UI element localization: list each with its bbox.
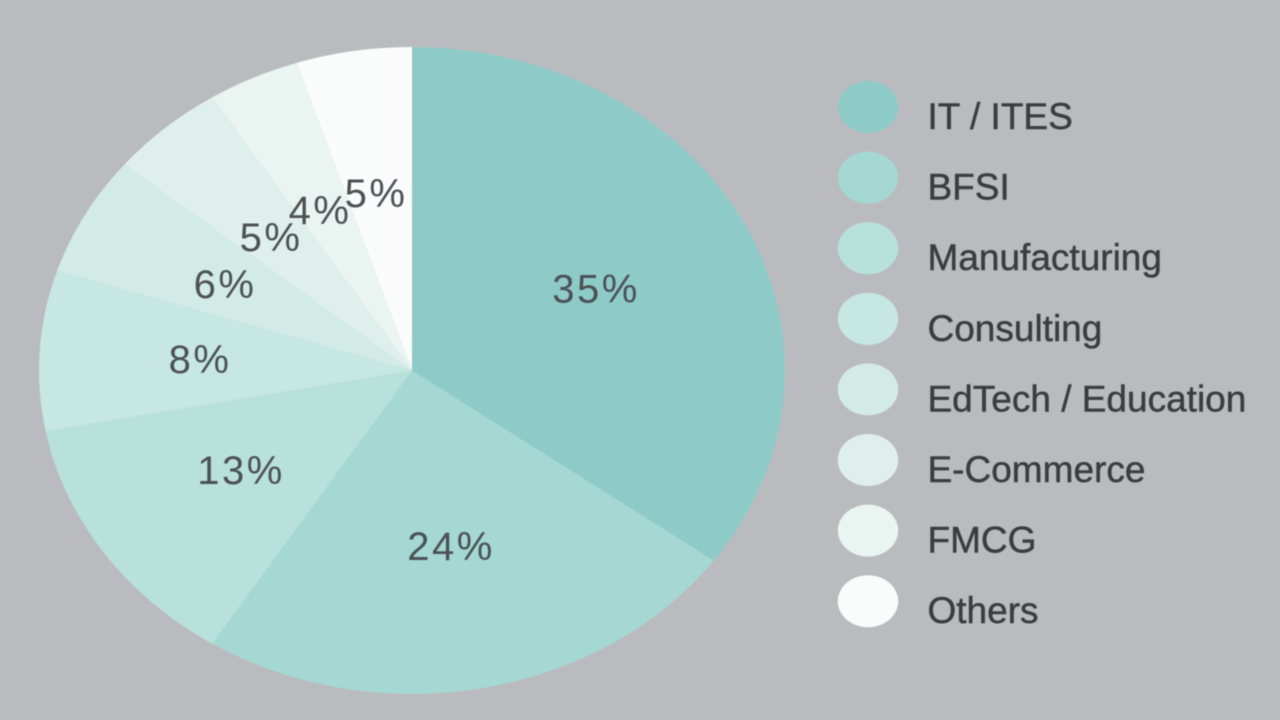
svg-text:Manufacturing: Manufacturing bbox=[928, 237, 1162, 278]
svg-text:5%: 5% bbox=[345, 172, 408, 216]
svg-text:5%: 5% bbox=[240, 216, 303, 260]
svg-text:24%: 24% bbox=[407, 525, 495, 569]
svg-text:BFSI: BFSI bbox=[928, 167, 1010, 208]
svg-text:FMCG: FMCG bbox=[928, 520, 1037, 561]
svg-text:E-Commerce: E-Commerce bbox=[928, 449, 1146, 490]
svg-text:13%: 13% bbox=[197, 449, 285, 493]
svg-text:Others: Others bbox=[928, 590, 1039, 631]
svg-text:EdTech / Education: EdTech / Education bbox=[928, 378, 1247, 419]
svg-text:8%: 8% bbox=[169, 338, 232, 382]
svg-text:4%: 4% bbox=[289, 189, 352, 233]
svg-text:IT / ITES: IT / ITES bbox=[928, 96, 1073, 137]
svg-text:6%: 6% bbox=[194, 263, 257, 307]
svg-text:35%: 35% bbox=[552, 268, 640, 312]
svg-text:Consulting: Consulting bbox=[928, 308, 1103, 349]
